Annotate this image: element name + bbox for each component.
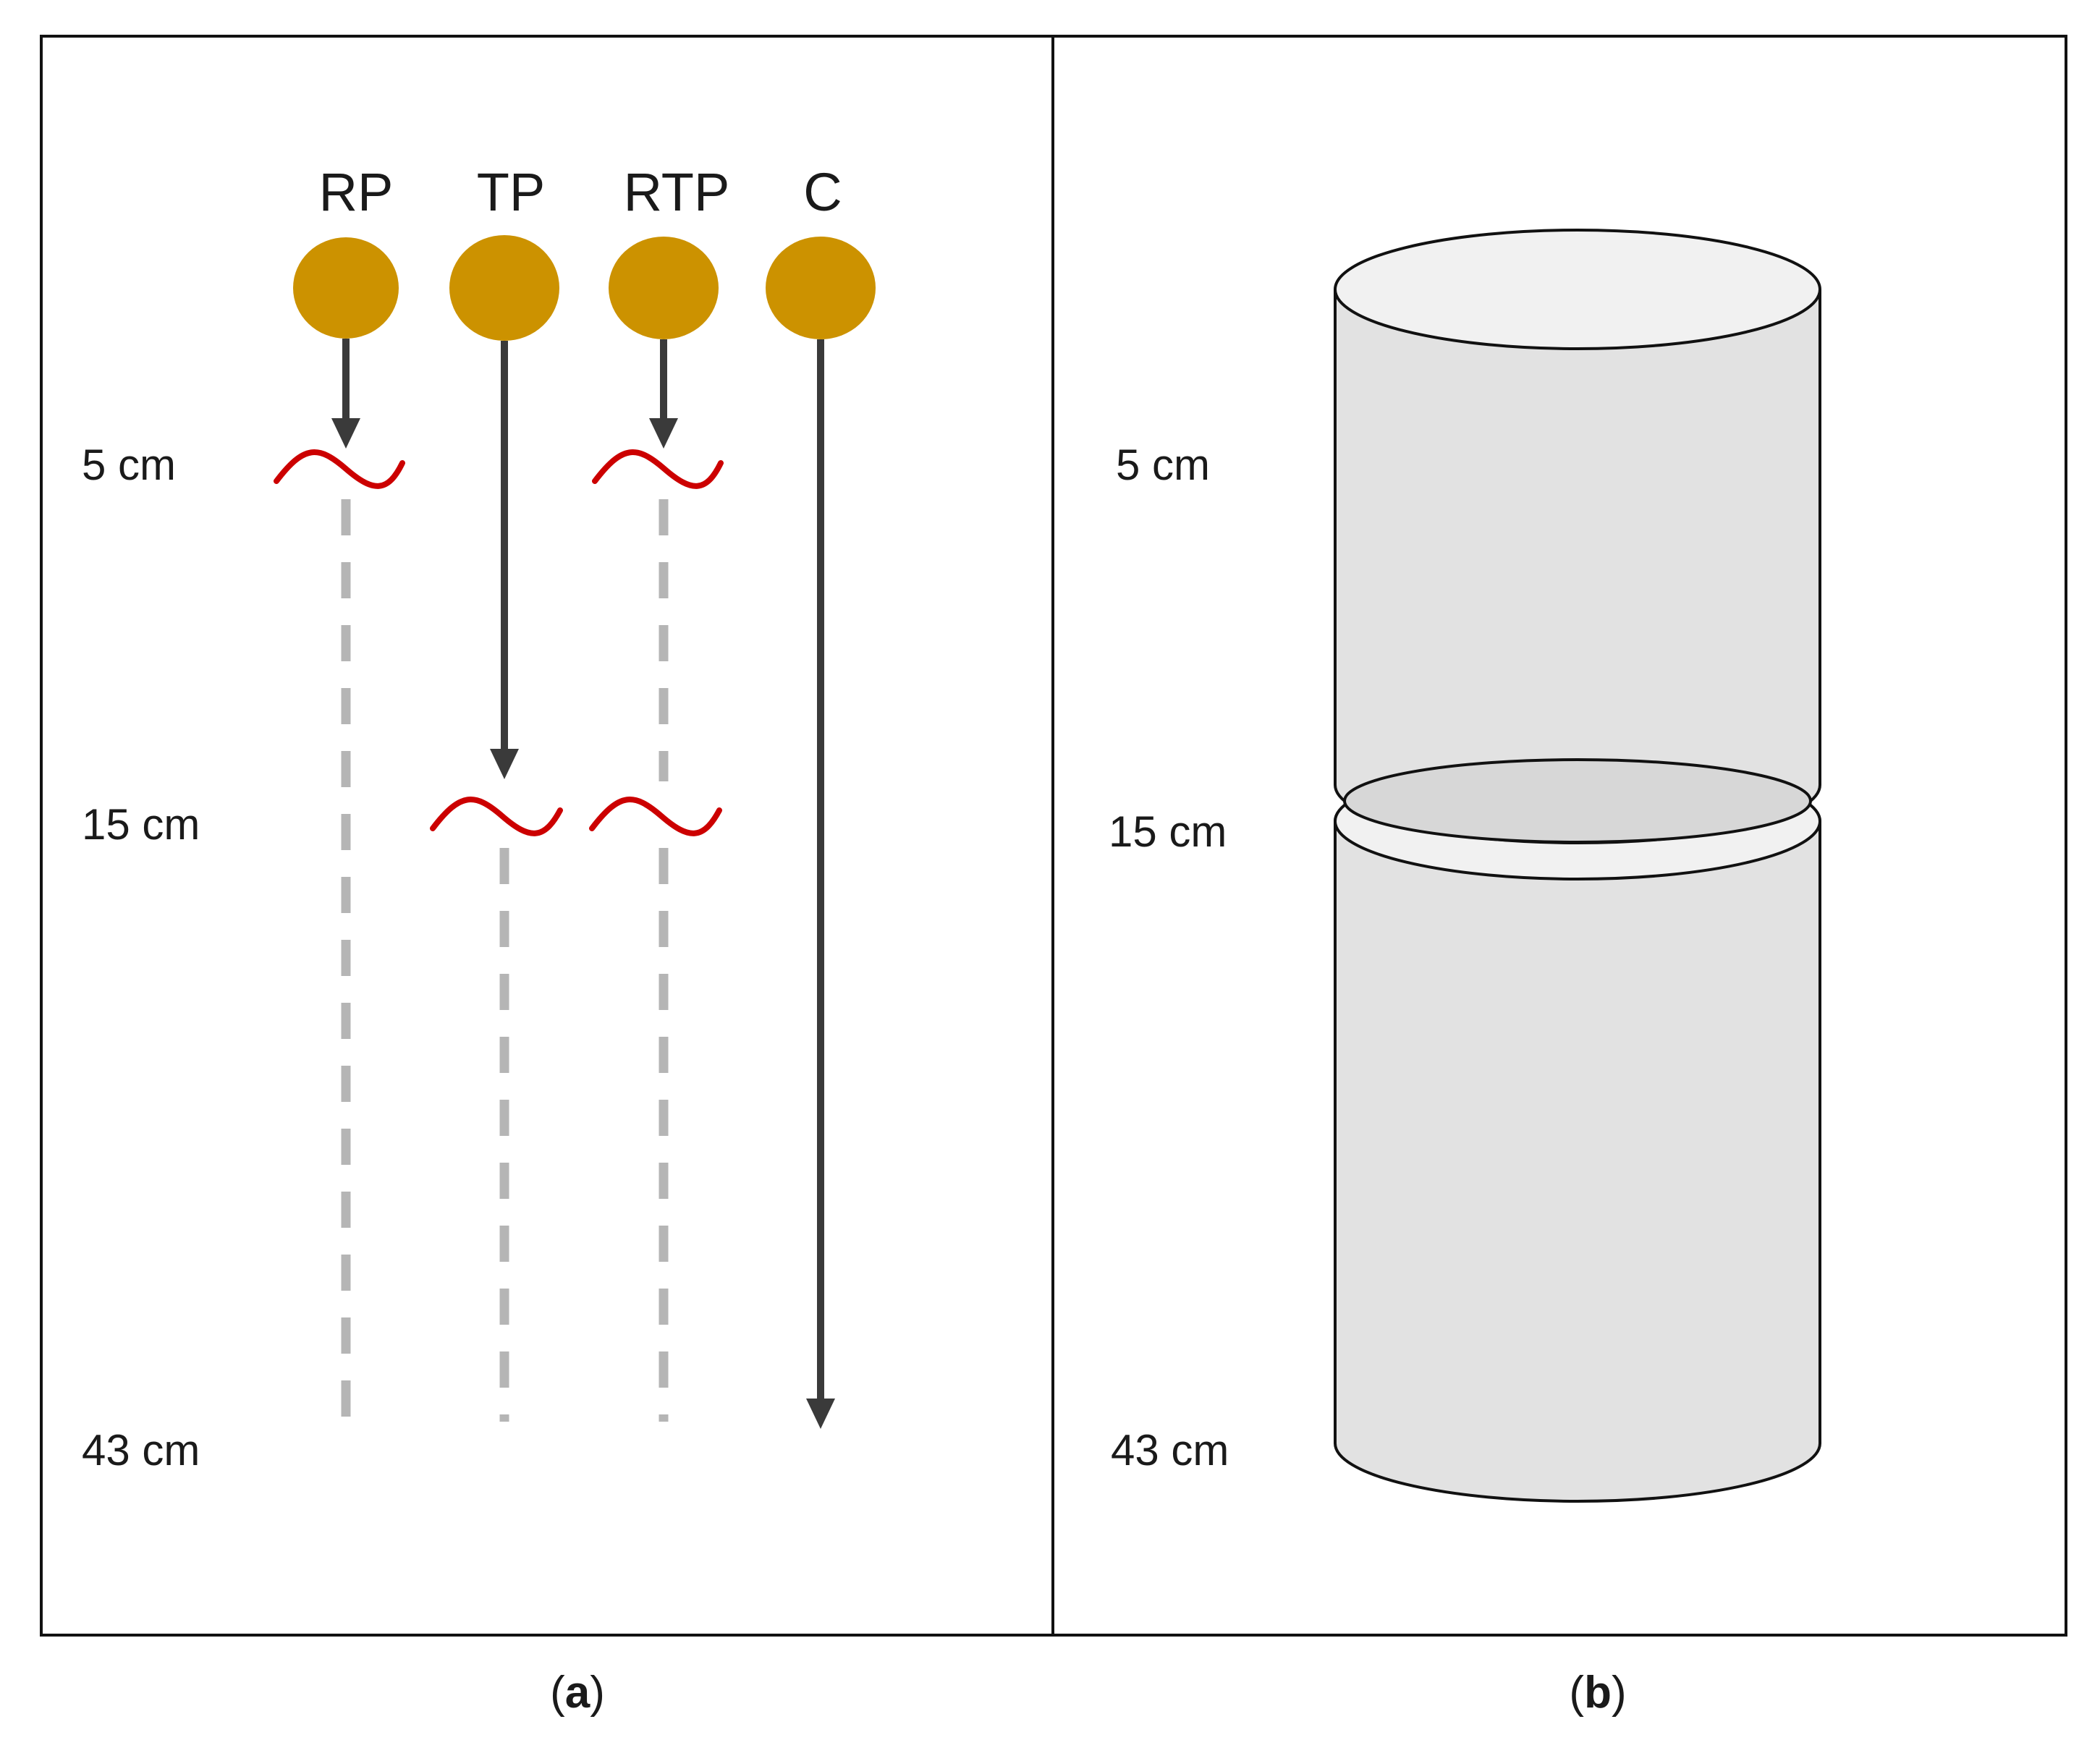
depth-label-43cm-a: 43 cm xyxy=(82,1426,200,1474)
soil-column-cut-surface xyxy=(1343,758,1812,844)
barrier-rtp-15cm xyxy=(589,797,722,836)
depth-label-43cm-b: 43 cm xyxy=(1111,1426,1229,1474)
root-ball-rtp xyxy=(609,237,719,339)
panel-b-frame xyxy=(1051,35,2067,1637)
treatment-label-c: C xyxy=(803,162,842,222)
root-ball-c xyxy=(766,237,876,339)
treatment-label-rtp: RTP xyxy=(624,162,730,222)
caption-b: (b) xyxy=(1569,1668,1626,1718)
depth-label-5cm-a: 5 cm xyxy=(82,441,176,489)
root-ball-rp xyxy=(293,237,399,339)
caption-a-open: ( xyxy=(550,1668,565,1718)
caption-a: (a) xyxy=(550,1668,605,1718)
caption-a-letter: a xyxy=(565,1668,590,1718)
root-ball-tp xyxy=(449,235,559,341)
caption-b-letter: b xyxy=(1584,1668,1612,1718)
barrier-tp-15cm xyxy=(430,797,563,836)
panel-a: RP TP RTP C 5 cm 15 cm 43 cm xyxy=(82,162,876,1474)
treatment-label-rp: RP xyxy=(319,162,394,222)
arrowhead-rp xyxy=(331,418,360,449)
soil-column-upper-top xyxy=(1334,229,1821,350)
treatment-label-tp: TP xyxy=(477,162,546,222)
arrowhead-rtp xyxy=(649,418,678,449)
caption-b-close: ) xyxy=(1612,1668,1627,1718)
arrowhead-c xyxy=(806,1399,835,1429)
depth-label-5cm-b: 5 cm xyxy=(1116,441,1210,489)
arrowhead-tp xyxy=(490,749,519,779)
panel-b: 5 cm 15 cm 43 cm xyxy=(1109,229,1821,1503)
caption-a-close: ) xyxy=(590,1668,605,1718)
caption-b-open: ( xyxy=(1569,1668,1584,1718)
barrier-rp-5cm xyxy=(274,449,405,489)
depth-label-15cm-b: 15 cm xyxy=(1109,807,1227,856)
depth-label-15cm-a: 15 cm xyxy=(82,800,200,849)
barrier-rtp-5cm xyxy=(592,449,724,489)
